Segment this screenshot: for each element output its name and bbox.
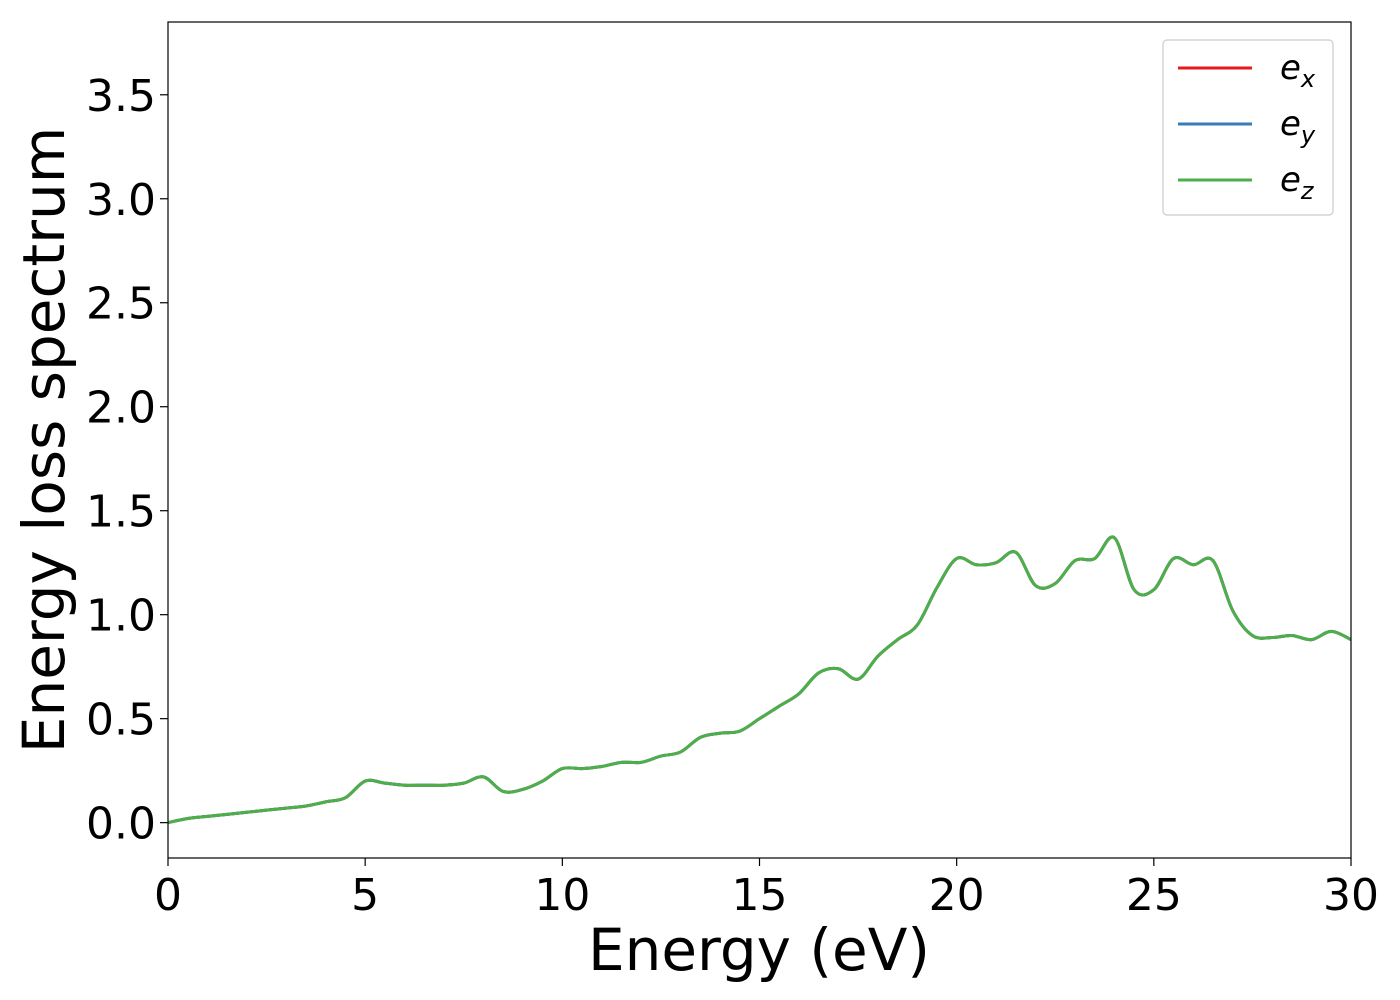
x-tick-label: 10 [534, 870, 590, 921]
y-tick-label: 0.0 [86, 799, 156, 850]
x-axis-label: Energy (eV) [588, 916, 930, 984]
y-tick-label: 3.5 [86, 71, 156, 122]
x-tick-label: 0 [154, 870, 182, 921]
x-tick-label: 15 [732, 870, 788, 921]
legend-label-e-y: ey [1280, 104, 1316, 149]
x-tick-label: 30 [1323, 870, 1379, 921]
x-tick-label: 25 [1126, 870, 1182, 921]
series-line-e-z [168, 535, 1351, 825]
y-tick-label: 1.0 [86, 591, 156, 642]
x-tick-label: 5 [351, 870, 379, 921]
legend-box [1162, 39, 1334, 216]
y-tick-label: 3.0 [86, 175, 156, 226]
y-tick-label: 2.5 [86, 279, 156, 330]
x-tick-label: 20 [929, 870, 985, 921]
legend-label-e-x: ex [1280, 48, 1316, 93]
y-tick-label: 2.0 [86, 383, 156, 434]
series-line-e-x [168, 535, 1351, 825]
x-axis-ticks: 0 5 10 15 20 25 30 [154, 858, 1379, 921]
series-line-e-y [168, 535, 1351, 825]
y-axis-label: Energy loss spectrum [10, 127, 78, 753]
y-tick-label: 1.5 [86, 487, 156, 538]
y-tick-label: 0.5 [86, 695, 156, 746]
series-layer [168, 535, 1351, 825]
y-axis-ticks: 0.0 0.5 1.0 1.5 2.0 2.5 3.0 3.5 [86, 71, 168, 850]
